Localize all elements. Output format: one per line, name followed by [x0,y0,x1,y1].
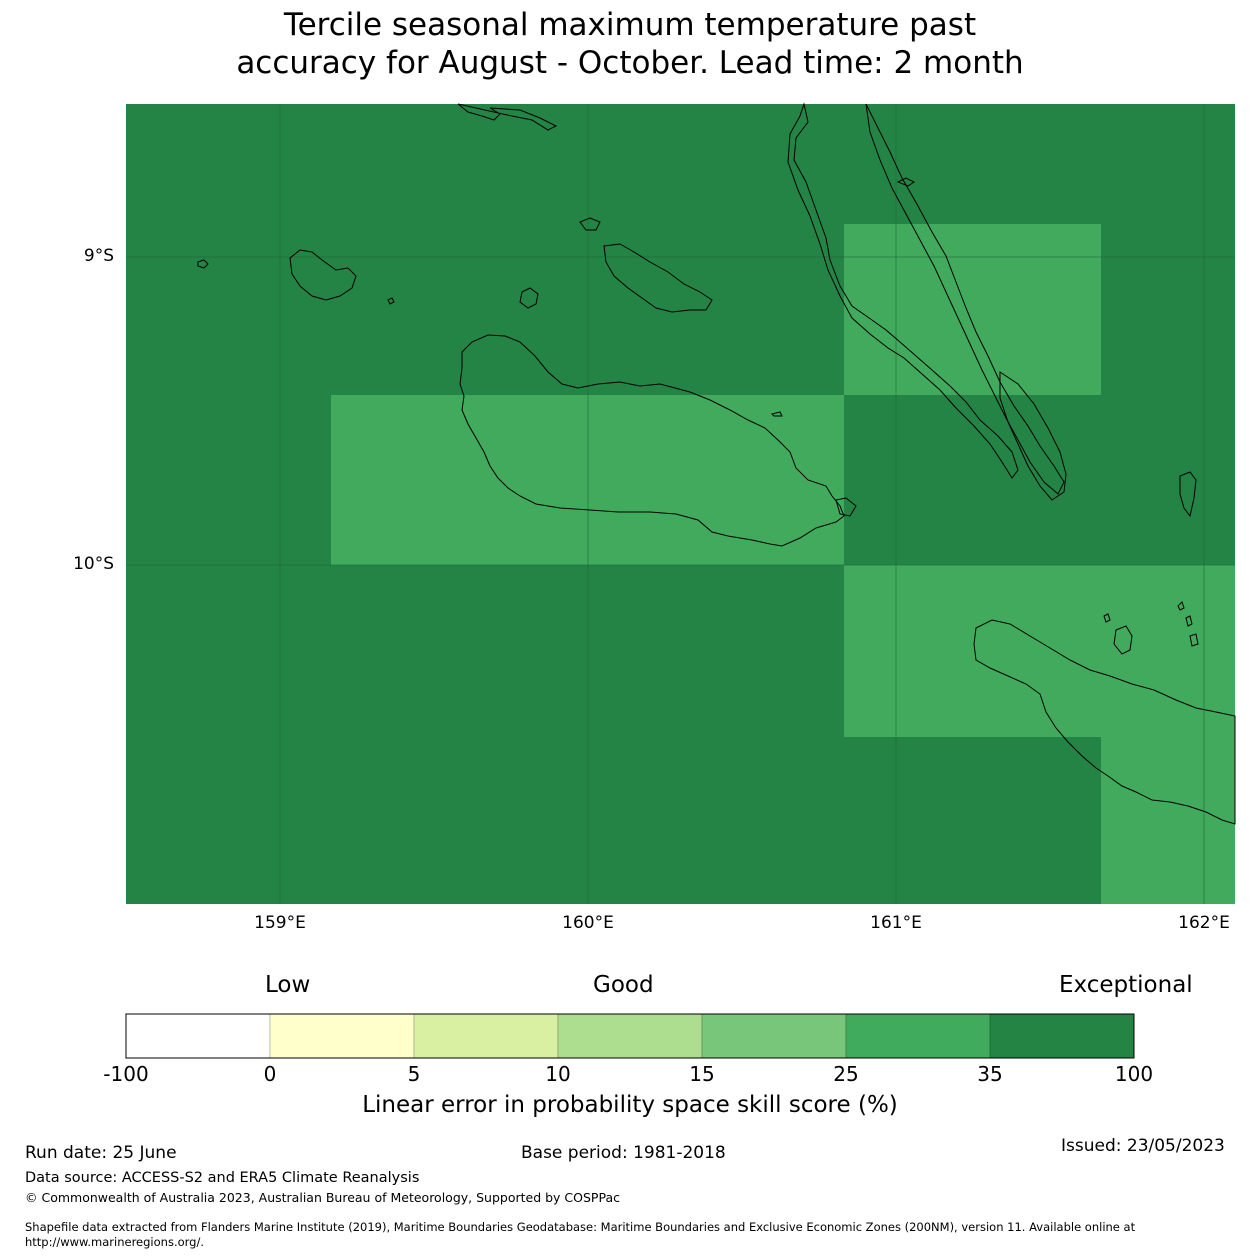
coastline-florida-islands [603,243,713,313]
colorbar-swatch-4 [701,1013,847,1059]
skill-region-far-south-east [1101,737,1235,904]
skill-region-south-east [844,565,1235,737]
map-panel: 9°S 10°S 159°E 160°E 161°E 162°E [73,102,1236,933]
colorbar-category-exceptional: Exceptional [1059,972,1193,998]
title-line-2: accuracy for August - October. Lead time… [236,45,1024,81]
lat-label-9s: 9°S [83,246,114,266]
coastline-islet-west [197,259,209,269]
shapefile-note-line-1: Shapefile data extracted from Flanders M… [25,1220,1136,1234]
colorbar-svg [125,1013,1135,1059]
colorbar-category-good: Good [593,972,654,998]
coastline-islet-1193 [1189,633,1199,647]
coastline-russell-islands [289,249,357,301]
coastline-new-georgia-tip [457,103,558,131]
colorbar-category-low: Low [265,972,311,998]
chart-title: Tercile seasonal maximum temperature pas… [0,6,1260,82]
colorbar-tick-3: 10 [545,1062,571,1086]
coastline-islet-north [579,217,601,231]
coastline-islet-1188 [1185,615,1193,627]
lat-label-10s: 10°S [73,554,114,574]
coastline-savo [519,287,539,309]
skill-region-north-east [844,224,1101,395]
colorbar-swatch-2 [413,1013,559,1059]
coastline-san-cristobal [973,619,1236,825]
coastline-ugi [1113,625,1133,655]
coastline-islet-900 [896,177,915,187]
colorbar-tick-1: 0 [263,1062,277,1086]
coastline-guadalcanal [459,334,845,547]
colorbar-swatch-0 [125,1013,271,1059]
lon-label-159e: 159°E [254,913,306,933]
colorbar-tick-6: 35 [977,1062,1003,1086]
shapefile-note-line-2: http://www.marineregions.org/. [25,1235,204,1249]
colorbar-tick-0: -100 [103,1062,149,1086]
colorbar-swatch-6 [989,1013,1135,1059]
colorbar-swatch-5 [845,1013,991,1059]
copyright-note: © Commonwealth of Australia 2023, Austra… [25,1190,620,1205]
data-source: Data source: ACCESS-S2 and ERA5 Climate … [25,1170,420,1186]
coastline-santa-ana-islet [1179,471,1197,518]
gridlines [126,104,1235,904]
base-period: Base period: 1981-2018 [521,1143,726,1163]
coastline-islet-775 [771,411,783,417]
colorbar-swatch-3 [557,1013,703,1059]
title-line-1: Tercile seasonal maximum temperature pas… [283,7,977,43]
colorbar-swatches [125,1013,1135,1059]
run-date: Run date: 25 June [25,1143,177,1163]
coastline-malaita-north [787,102,1019,479]
map-svg [126,102,1236,904]
colorbar-tick-2: 5 [407,1062,421,1086]
coastlines [197,102,1236,825]
lon-label-160e: 160°E [562,913,614,933]
coastline-islet-1180 [1177,601,1185,611]
coastline-islet-844 [835,497,857,517]
lon-label-161e: 161°E [870,913,922,933]
coastline-islet-390 [387,297,395,305]
coastline-islet-1104 [1103,613,1111,623]
coastline-malaita-ridge [865,103,1065,495]
issued-date: Issued: 23/05/2023 [1061,1136,1225,1156]
colorbar-tick-4: 15 [689,1062,715,1086]
colorbar-label: Linear error in probability space skill … [362,1092,898,1118]
colorbar-swatch-1 [269,1013,415,1059]
colorbar-frame [125,1013,1135,1059]
colorbar-tick-5: 25 [833,1062,859,1086]
colorbar-tick-7: 100 [1114,1062,1154,1086]
lon-label-162e: 162°E [1178,913,1230,933]
coastline-small-malaita [999,371,1067,501]
